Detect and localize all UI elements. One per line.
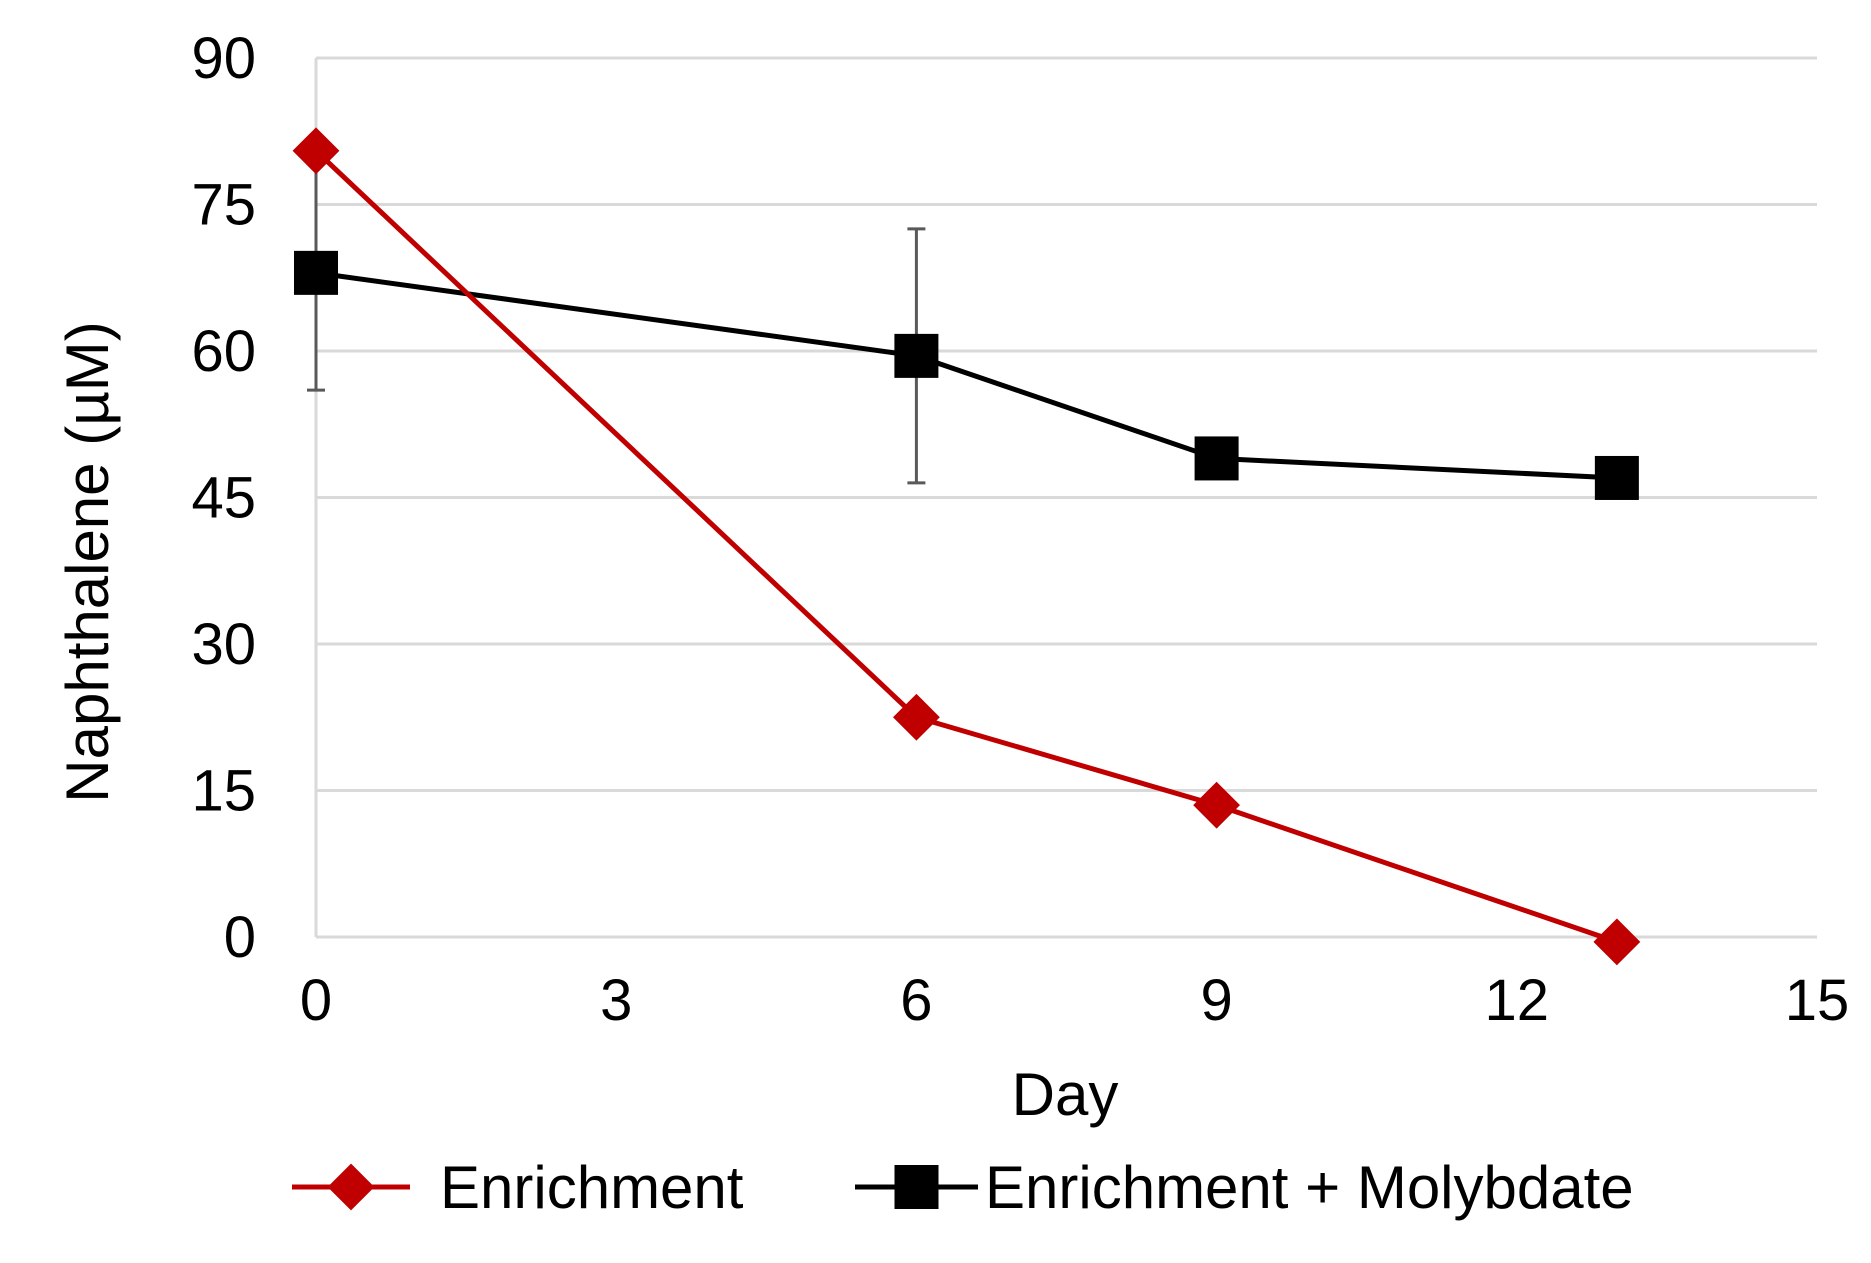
data-point (294, 250, 338, 295)
data-point (892, 693, 940, 741)
series-layer (292, 127, 1641, 966)
x-tick-label-12: 12 (1485, 968, 1550, 1033)
x-tick-label-3: 3 (600, 968, 632, 1033)
x-tick-label-0: 0 (300, 968, 332, 1033)
legend-label: Enrichment + Molybdate (985, 1154, 1634, 1221)
data-point (1194, 436, 1239, 481)
series-enrichment-molybdate (294, 154, 1639, 500)
data-point (292, 127, 340, 175)
y-tick-label-15: 15 (191, 759, 256, 824)
tick-labels: 0 15 30 45 60 75 90 0 3 6 9 12 15 (191, 26, 1849, 1033)
legend-item-enrichment: Enrichment (292, 1154, 744, 1221)
legend-item-enrichment-molybdate: Enrichment + Molybdate (855, 1154, 1634, 1221)
y-tick-label-45: 45 (191, 466, 256, 531)
x-axis-title: Day (1012, 1061, 1119, 1128)
legend-label: Enrichment (440, 1154, 744, 1221)
data-point (1594, 455, 1639, 500)
y-tick-label-90: 90 (191, 26, 256, 91)
y-tick-label-60: 60 (191, 319, 256, 384)
y-tick-label-30: 30 (191, 612, 256, 677)
series-enrichment (292, 127, 1641, 966)
y-axis-title: Naphthalene (µM) (54, 321, 121, 802)
x-tick-label-15: 15 (1785, 968, 1850, 1033)
legend-swatch-marker (327, 1163, 375, 1211)
x-tick-label-9: 9 (1200, 968, 1232, 1033)
gridlines (316, 56, 1817, 792)
data-point (1193, 781, 1241, 829)
series-line (315, 270, 1617, 481)
data-point (1593, 918, 1641, 966)
data-point (894, 333, 939, 378)
legend-swatch-marker (894, 1165, 939, 1209)
y-tick-label-75: 75 (191, 173, 256, 238)
y-tick-label-0: 0 (224, 905, 256, 970)
series-line (314, 148, 1618, 945)
legend: Enrichment Enrichment + Molybdate (292, 1154, 1634, 1221)
x-tick-label-6: 6 (900, 968, 932, 1033)
